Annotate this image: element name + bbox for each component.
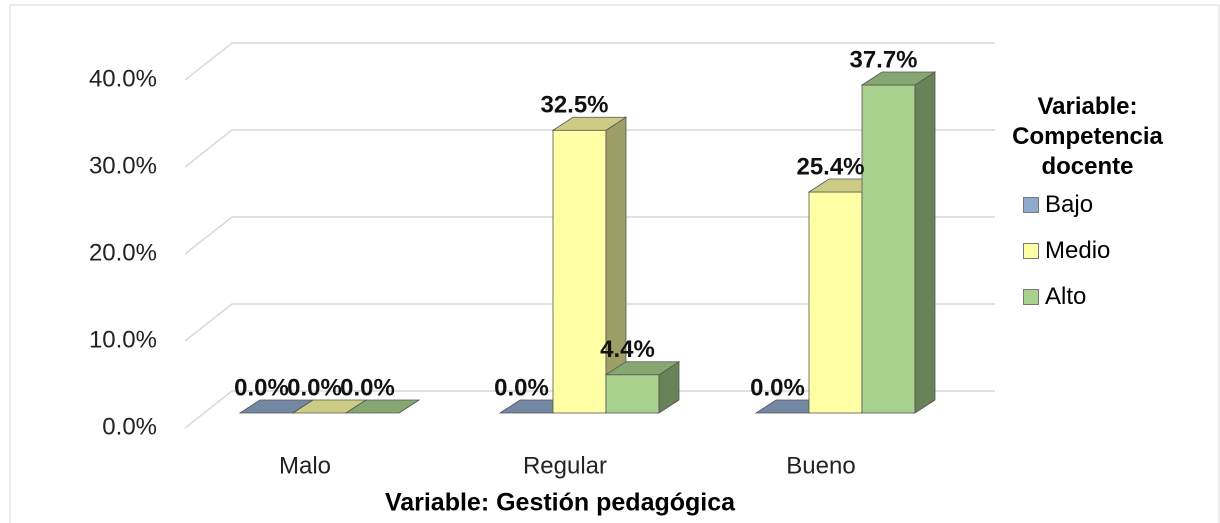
y-tick-label: 0.0% xyxy=(102,413,157,440)
bar-front xyxy=(605,374,660,414)
data-label: 0.0% xyxy=(340,374,395,401)
x-tick-label: Malo xyxy=(279,452,331,479)
data-label: 0.0% xyxy=(234,374,289,401)
legend-label: Alto xyxy=(1045,283,1087,310)
legend-item: Bajo xyxy=(1023,182,1200,228)
grid-line xyxy=(184,390,995,429)
y-tick-label: 20.0% xyxy=(89,239,157,266)
legend-items: Bajo Medio Alto xyxy=(1023,182,1200,320)
data-label: 0.0% xyxy=(287,374,342,401)
bar-top xyxy=(344,399,421,414)
y-tick-label: 10.0% xyxy=(89,326,157,353)
bar-front xyxy=(552,129,607,414)
legend-item: Medio xyxy=(1023,228,1200,274)
y-tick-label: 40.0% xyxy=(89,65,157,92)
grid-line xyxy=(184,42,995,81)
bar-front xyxy=(861,84,916,414)
y-tick-label: 30.0% xyxy=(89,152,157,179)
legend-label: Medio xyxy=(1045,237,1111,264)
grid-line xyxy=(184,303,995,342)
bar-side xyxy=(914,71,936,414)
data-label: 4.4% xyxy=(600,336,655,363)
bar-front xyxy=(808,191,863,414)
bar-top xyxy=(860,71,937,86)
legend-title: Variable: Competencia docente xyxy=(1012,93,1163,180)
x-axis-title: Variable: Gestión pedagógica xyxy=(385,489,736,517)
chart-border xyxy=(9,4,1220,523)
data-label: 0.0% xyxy=(750,374,805,401)
bar-top xyxy=(551,116,628,131)
data-label: 37.7% xyxy=(849,46,917,73)
legend-label: Bajo xyxy=(1045,191,1094,218)
data-label: 32.5% xyxy=(540,92,608,119)
legend-item: Alto xyxy=(1023,274,1200,320)
legend-swatch xyxy=(1023,197,1039,213)
bar-top xyxy=(604,361,681,376)
x-tick-label: Regular xyxy=(523,452,607,479)
grid-line xyxy=(184,216,995,255)
legend-swatch xyxy=(1023,243,1039,259)
data-label: 25.4% xyxy=(796,153,864,180)
data-label: 0.0% xyxy=(494,374,549,401)
legend-swatch xyxy=(1023,289,1039,305)
legend: Variable: Competencia docente Bajo Medio A… xyxy=(975,92,1200,320)
grid-line xyxy=(184,129,995,168)
x-tick-label: Bueno xyxy=(786,452,855,479)
